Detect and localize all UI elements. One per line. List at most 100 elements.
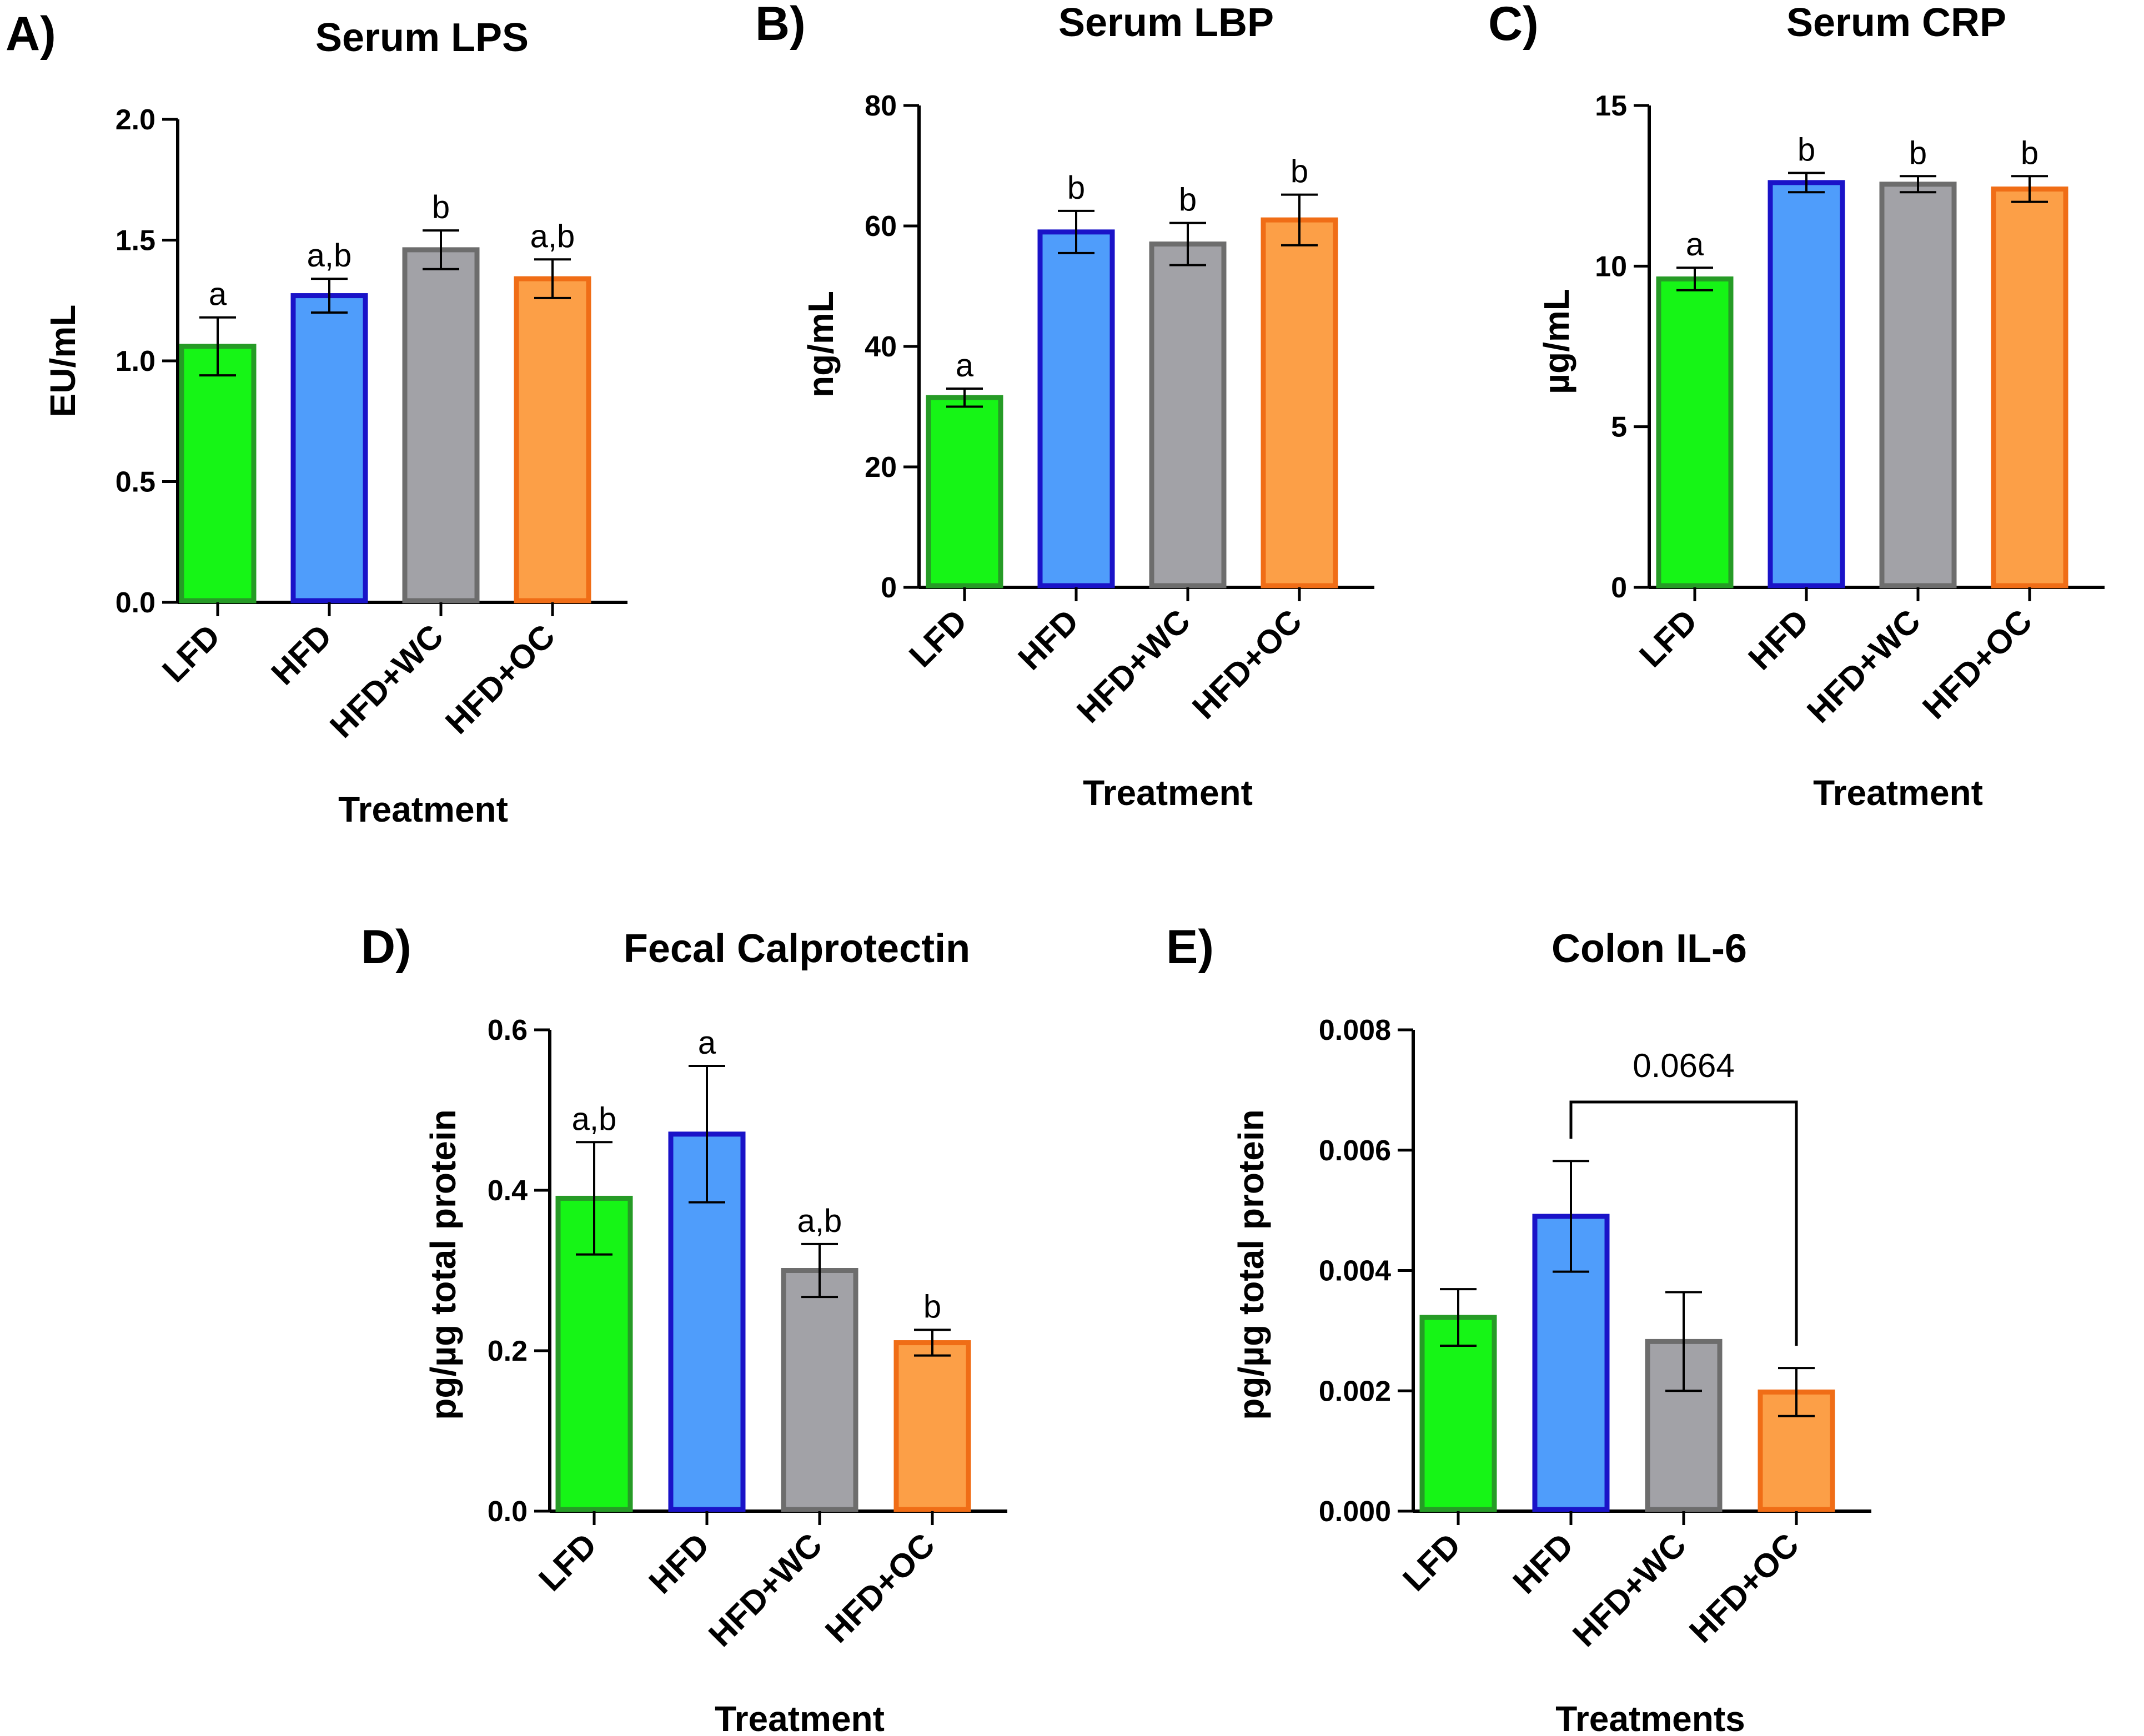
y-tick-label: 0.2 [488,1335,528,1367]
plot-area-a: 0.0 0.5 1.0 1.5 2.0 a LFD a,b HFD b HFD+WC a,b HFD+O… [116,104,627,745]
x-tick-label: HFD [264,617,339,692]
y-tick-label: 0.000 [1319,1496,1391,1528]
y-tick-label: 1.5 [116,225,155,257]
significance-bracket [1569,1100,1798,1346]
y-tick-label: 10 [1595,250,1627,283]
bar-lfd [179,344,257,603]
y-tick-label: 15 [1595,90,1627,122]
plot-area-e: 0.000 0.002 0.004 0.006 0.008 LFD HFDHFD+WCHFD… [1319,1014,1871,1654]
panel-d: D) Fecal Calprotectin pg/µg total protei… [361,920,1007,1736]
bar-hfd-oc [893,1340,971,1512]
x-tick-label: LFD [1632,602,1704,675]
x-tick-label: LFD [531,1526,604,1598]
significance-label: b [2021,135,2038,171]
bar-hfd [1037,229,1115,588]
panel-letter-b: B) [755,0,806,51]
x-tick-label: HFD [1506,1526,1581,1601]
y-tick-label: 80 [865,90,897,122]
bar-hfd-wc [402,247,480,603]
panel-letter-e: E) [1166,920,1214,974]
chart-title-b: Serum LBP [1058,1,1274,45]
y-axis-label-b: ng/mL [801,291,841,397]
y-tick-label: 0.0 [488,1496,528,1528]
plot-area-b: 0 20 40 60 80 a LFD b HFD b HFD+WC b HFD+OC [865,90,1374,730]
x-axis-label-b: Treatment [1083,773,1253,813]
bar-hfd [290,293,368,603]
y-tick-label: 0.4 [488,1175,528,1207]
bar-lfd [926,395,1003,588]
x-tick-label: LFD [1395,1526,1468,1598]
bar-hfd-wc [1149,241,1227,588]
y-tick-label: 0.006 [1319,1135,1391,1167]
significance-label: b [1291,154,1308,190]
y-axis-label-d: pg/µg total protein [423,1109,463,1420]
bar-hfd-oc [1991,186,2068,588]
bar-lfd [1656,276,1734,588]
significance-label: a,b [307,238,352,274]
x-tick-label: HFD [1011,602,1086,677]
x-tick-label: HFD [642,1526,717,1601]
x-tick-label: HFD+OC [1185,602,1309,726]
x-tick-label: HFD+OC [818,1526,942,1650]
chart-title-c: Serum CRP [1786,1,2006,45]
chart-title-a: Serum LPS [315,16,529,60]
significance-label: a [209,276,227,313]
panel-b: B) Serum LBP ng/mL Treatment 0 20 40 60 80 a L… [755,0,1374,813]
y-tick-label: 0.6 [488,1014,528,1046]
y-tick-label: 0 [881,572,897,604]
y-axis-label-a: EU/mL [43,305,83,417]
significance-label: b [1909,135,1927,171]
x-tick-label: HFD+WC [323,617,450,745]
y-tick-label: 0.008 [1319,1014,1391,1046]
significance-label: a [956,348,974,384]
x-tick-label: HFD+WC [1070,602,1197,730]
chart-title-d: Fecal Calprotectin [624,927,970,971]
bar-hfd-wc [781,1268,858,1512]
bar-hfd-oc [514,276,591,603]
bar-hfd [1768,180,1845,588]
significance-label: a,b [797,1203,842,1239]
p-value-label: 0.0664 [1633,1047,1735,1084]
y-tick-label: 0 [1611,572,1627,604]
y-tick-label: 0.004 [1319,1255,1391,1287]
panel-a: A) Serum LPS EU/mL Treatment 0.0 0.5 1.0 1.… [6,7,627,829]
x-tick-label: HFD [1741,602,1816,677]
x-axis-label-a: Treatment [338,789,508,829]
significance-label: a [698,1025,716,1061]
panel-letter-c: C) [1488,0,1539,51]
significance-label: b [923,1289,941,1325]
y-tick-label: 5 [1611,411,1627,444]
plot-area-c: 0 5 10 15 a LFD b HFD b HFD+WC b HFD+OC [1595,90,2105,730]
y-axis-label-e: pg/µg total protein [1231,1109,1271,1420]
y-tick-label: 0.0 [116,587,155,619]
y-tick-label: 20 [865,451,897,484]
significance-label: b [1179,182,1197,218]
significance-label: b [1067,170,1085,206]
x-axis-label-d: Treatment [715,1699,885,1736]
significance-label: a [1686,227,1704,263]
y-tick-label: 1.0 [116,345,155,378]
x-tick-label: LFD [902,602,974,675]
y-tick-label: 2.0 [116,104,155,136]
x-tick-label: HFD+OC [1682,1526,1806,1650]
y-axis-label-c: µg/mL [1537,289,1576,394]
panel-e: E) Colon IL-6 pg/µg total protein Treatm… [1166,920,1871,1736]
y-tick-label: 0.002 [1319,1375,1391,1407]
panel-letter-d: D) [361,920,411,974]
y-tick-label: 0.5 [116,466,155,499]
plot-area-d: 0.0 0.2 0.4 0.6 a,b LFD a HFD a,b HFD+WC b HFD+OC [488,1014,1007,1654]
y-tick-label: 40 [865,331,897,363]
panel-c: C) Serum CRP µg/mL Treatment 0 5 10 15 a LFD b… [1488,0,2105,813]
significance-label: a,b [530,218,575,254]
bar-hfd-wc [1879,182,1957,588]
x-tick-label: LFD [155,617,227,690]
x-tick-label: HFD+OC [438,617,562,741]
x-tick-label: HFD+OC [1915,602,2039,726]
x-tick-label: HFD+WC [701,1526,829,1654]
x-tick-label: HFD+WC [1565,1526,1693,1654]
x-axis-label-e: Treatments [1555,1699,1745,1736]
significance-label: b [432,189,450,225]
chart-title-e: Colon IL-6 [1551,927,1747,971]
significance-label: b [1797,132,1815,168]
